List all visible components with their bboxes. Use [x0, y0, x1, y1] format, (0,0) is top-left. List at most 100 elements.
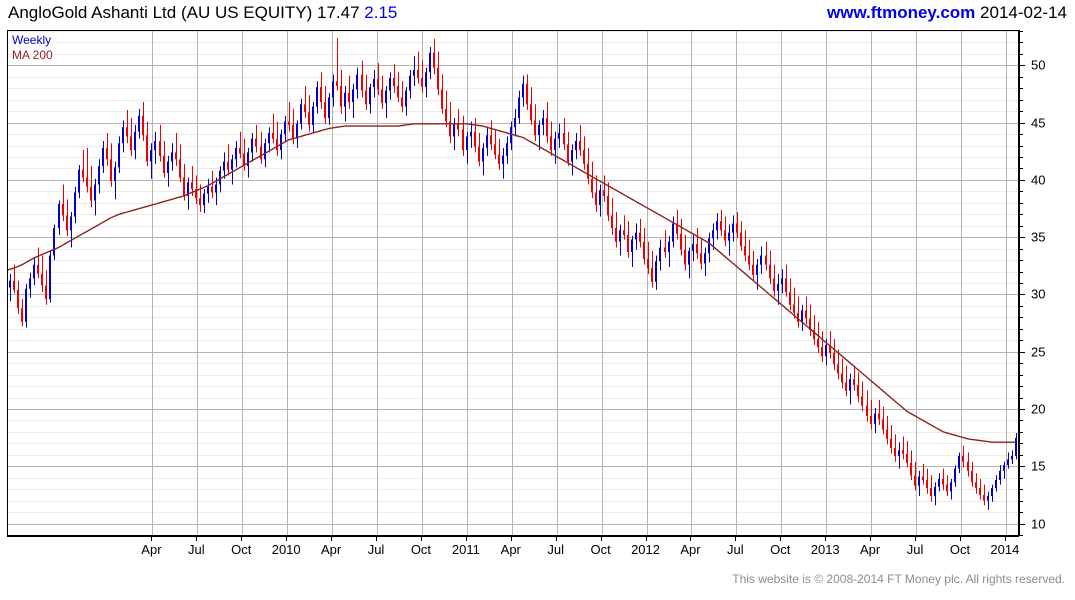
chart-gridlines: [8, 31, 1018, 535]
y-tick-minor: [1019, 191, 1023, 193]
x-tick-label: Oct: [949, 542, 971, 557]
x-tick-label: Apr: [500, 542, 521, 557]
y-tick-major: [1019, 65, 1025, 67]
y-tick-minor: [1019, 214, 1023, 216]
x-tick-label: Jul: [727, 542, 744, 557]
y-tick-minor: [1019, 76, 1023, 78]
x-tick-label: Oct: [410, 542, 432, 557]
last-price: 17.47: [316, 3, 360, 22]
chart-date: 2014-02-14: [980, 3, 1067, 22]
y-tick-major: [1019, 466, 1025, 468]
instrument-name: AngloGold Ashanti Ltd (AU US EQUITY): [8, 3, 313, 22]
y-tick-minor: [1019, 111, 1023, 113]
x-tick-mark: [960, 536, 961, 541]
x-tick-mark: [241, 536, 242, 541]
y-tick-label: 50: [1031, 57, 1046, 73]
x-tick-mark: [286, 536, 287, 541]
y-tick-minor: [1019, 397, 1023, 399]
chart-legend: Weekly MA 200: [12, 33, 53, 63]
x-tick-mark: [466, 536, 467, 541]
y-tick-minor: [1019, 328, 1023, 330]
x-tick-mark: [196, 536, 197, 541]
y-tick-minor: [1019, 145, 1023, 147]
header-right: www.ftmoney.com 2014-02-14: [827, 3, 1067, 23]
y-tick-label: 25: [1031, 344, 1046, 360]
y-tick-minor: [1019, 535, 1023, 536]
price-change: 2.15: [364, 3, 398, 22]
x-tick-label: Oct: [770, 542, 791, 557]
y-tick-minor: [1019, 42, 1023, 44]
x-tick-label: Jul: [188, 542, 205, 557]
site-link[interactable]: www.ftmoney.com: [827, 3, 976, 22]
y-tick-minor: [1019, 31, 1023, 32]
y-tick-major: [1019, 294, 1025, 296]
x-axis: Apr Jul Oct 2010 Apr Jul Oct 2011 Apr Jul Oct 2012 A…: [7, 536, 1019, 564]
y-tick-major: [1019, 409, 1025, 410]
y-tick-label: 35: [1031, 229, 1046, 245]
y-tick-minor: [1019, 489, 1023, 491]
y-tick-label: 15: [1031, 458, 1046, 474]
x-tick-mark: [331, 536, 332, 541]
x-tick-mark: [690, 536, 691, 541]
y-tick-minor: [1019, 512, 1023, 514]
y-tick-minor: [1019, 260, 1023, 262]
x-tick-label: Jul: [547, 542, 564, 557]
x-tick-mark: [870, 536, 871, 541]
x-tick-mark: [511, 536, 512, 541]
y-tick-minor: [1019, 248, 1023, 250]
x-tick-mark: [376, 536, 377, 541]
y-tick-label: 45: [1031, 115, 1046, 131]
x-tick-mark: [1005, 536, 1006, 541]
y-tick-minor: [1019, 283, 1023, 284]
x-tick-label: 2010: [271, 542, 301, 557]
y-tick-major: [1019, 122, 1025, 124]
x-tick-mark: [421, 536, 422, 541]
x-tick-label: Jul: [367, 542, 385, 557]
y-tick-major: [1019, 179, 1025, 181]
y-tick-label: 40: [1031, 172, 1046, 188]
x-tick-label: 2014: [990, 542, 1020, 557]
y-tick-minor: [1019, 88, 1023, 90]
x-tick-label: 2013: [810, 542, 840, 557]
y-tick-minor: [1019, 305, 1023, 307]
y-tick-minor: [1019, 134, 1023, 136]
y-tick-minor: [1019, 53, 1023, 55]
x-tick-mark: [646, 536, 647, 541]
x-tick-mark: [735, 536, 736, 541]
y-tick-minor: [1019, 386, 1023, 388]
y-tick-minor: [1019, 168, 1023, 170]
y-tick-minor: [1019, 500, 1023, 502]
x-tick-mark: [780, 536, 781, 541]
x-tick-mark: [601, 536, 602, 541]
y-tick-minor: [1019, 431, 1023, 433]
y-tick-minor: [1019, 374, 1023, 376]
y-tick-label: 10: [1031, 516, 1046, 532]
y-tick-minor: [1019, 317, 1023, 319]
x-tick-label: Apr: [680, 542, 701, 557]
y-tick-major: [1019, 237, 1025, 239]
y-tick-minor: [1019, 99, 1023, 101]
x-tick-label: 2012: [631, 542, 660, 557]
x-tick-label: Jul: [906, 542, 924, 557]
x-axis-line: [7, 536, 1019, 537]
y-tick-minor: [1019, 225, 1023, 227]
x-tick-label: Oct: [231, 542, 252, 557]
chart-header: AngloGold Ashanti Ltd (AU US EQUITY) 17.…: [0, 0, 1075, 28]
x-tick-mark: [151, 536, 152, 541]
y-tick-minor: [1019, 157, 1023, 158]
y-tick-minor: [1019, 420, 1023, 422]
y-tick-minor: [1019, 340, 1023, 342]
chart-series: [8, 37, 1017, 510]
y-tick-label: 30: [1031, 286, 1046, 302]
plot-area: [7, 30, 1019, 536]
x-tick-mark: [915, 536, 916, 541]
y-tick-label: 20: [1031, 401, 1046, 417]
y-tick-minor: [1019, 477, 1023, 479]
legend-item-weekly: Weekly: [12, 33, 52, 47]
x-tick-label: Apr: [859, 542, 881, 557]
plot-inner: [8, 31, 1018, 535]
x-tick-mark: [556, 536, 557, 541]
x-tick-label: Apr: [320, 542, 342, 557]
y-tick-minor: [1019, 271, 1023, 273]
